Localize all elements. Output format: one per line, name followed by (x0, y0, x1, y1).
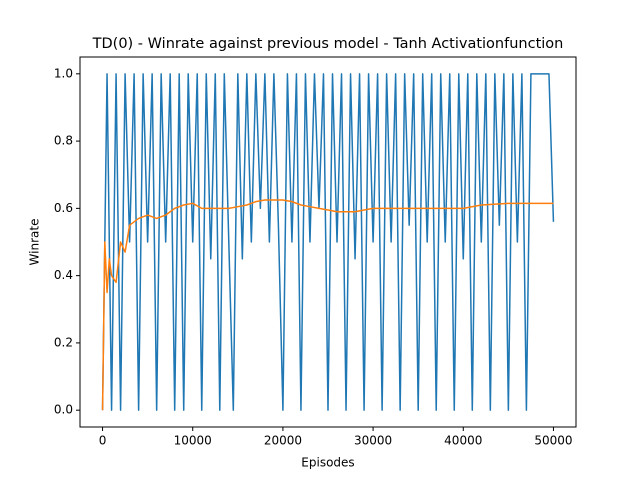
y-axis-label: Winrate (28, 219, 42, 266)
y-tick-label: 1.0 (54, 66, 73, 80)
y-tick-label: 0.8 (54, 134, 73, 148)
x-tick-label: 40000 (444, 434, 482, 448)
y-tick-label: 0.0 (54, 403, 73, 417)
series-line (101, 199, 554, 411)
y-tick-label: 0.2 (54, 335, 73, 349)
plot-frame (79, 56, 577, 428)
series-line (101, 73, 555, 411)
x-tick-label: 30000 (354, 434, 392, 448)
x-tick-label: 20000 (264, 434, 302, 448)
y-tick-label: 0.6 (54, 201, 73, 215)
chart-title: TD(0) - Winrate against previous model -… (92, 36, 564, 52)
x-tick-label: 0 (99, 434, 107, 448)
x-tick-label: 50000 (534, 434, 572, 448)
y-tick-label: 0.4 (54, 268, 73, 282)
x-axis-label: Episodes (301, 456, 354, 470)
x-tick-label: 10000 (174, 434, 212, 448)
